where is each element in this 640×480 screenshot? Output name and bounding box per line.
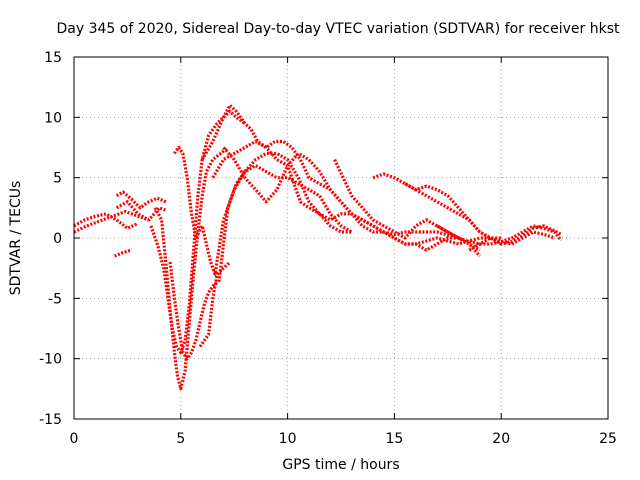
axis-ticks — [73, 56, 609, 420]
y-tick-label: -10 — [39, 352, 62, 368]
series-sat-k — [222, 146, 502, 246]
x-tick-label: 5 — [176, 431, 185, 447]
series-sat-e — [153, 146, 229, 391]
y-axis-label: SDTVAR / TECUs — [8, 181, 24, 296]
series-sat-d — [115, 200, 167, 222]
series-sat-n — [404, 182, 562, 246]
series-sat-b — [73, 209, 150, 234]
series-sat-r — [198, 260, 232, 348]
x-tick-label: 10 — [279, 431, 297, 447]
x-tick-label: 15 — [385, 431, 403, 447]
y-tick-label: 15 — [44, 50, 62, 66]
y-tick-label: 0 — [53, 231, 62, 247]
series-sat-l — [333, 158, 460, 240]
x-tick-label: 20 — [492, 431, 510, 447]
series-sat-c — [115, 190, 167, 210]
series-sat-a — [73, 212, 139, 230]
series-sat-j — [211, 139, 481, 252]
series-sat-o — [436, 224, 563, 246]
x-tick-label: 0 — [70, 431, 79, 447]
series-sat-f — [149, 109, 246, 355]
series-sat-g — [168, 151, 352, 361]
x-tick-label: 25 — [599, 431, 617, 447]
y-tick-labels: -15 -10 -5 0 5 10 15 — [39, 50, 62, 428]
plot-series — [73, 103, 563, 391]
series-sat-i — [200, 103, 482, 258]
y-tick-label: -5 — [48, 291, 62, 307]
y-tick-label: 5 — [53, 171, 62, 187]
x-axis-label: GPS time / hours — [282, 457, 399, 473]
chart-title: Day 345 of 2020, Sidereal Day-to-day VTE… — [57, 21, 620, 37]
series-sat-m — [372, 172, 502, 246]
grid — [74, 57, 608, 419]
x-tick-labels: 0 5 10 15 20 25 — [70, 431, 617, 447]
y-tick-label: -15 — [39, 412, 62, 428]
series-sat-p — [468, 230, 556, 252]
y-tick-label: 10 — [44, 110, 62, 126]
series-sat-q — [113, 248, 133, 258]
